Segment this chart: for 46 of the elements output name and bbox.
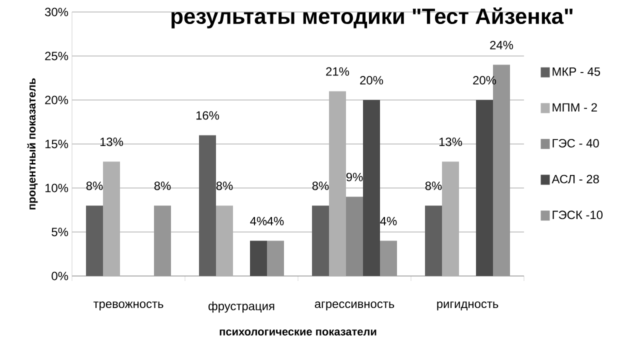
data-label: 4% [267, 216, 284, 226]
data-label: 8% [216, 182, 233, 190]
data-label: 4% [380, 216, 397, 226]
data-label: 13% [439, 138, 462, 146]
legend-label: МКР - 45 [552, 67, 600, 76]
x-axis-title: психологические показатели [220, 330, 376, 336]
bar [442, 162, 460, 276]
data-label: 8% [86, 182, 103, 190]
y-tick-label: 30% [45, 8, 68, 16]
bar [216, 206, 234, 276]
data-label: 16% [196, 111, 220, 120]
bar [199, 135, 216, 276]
bar [363, 100, 380, 276]
x-tick-label: тревожность [93, 302, 164, 310]
legend-label: ГЭС - 40 [552, 139, 599, 148]
data-label: 24% [490, 40, 514, 50]
bar [103, 162, 120, 276]
data-label: 8% [154, 182, 171, 190]
bar [312, 206, 330, 276]
bar [329, 91, 346, 276]
bar [86, 206, 103, 276]
data-label: 8% [312, 182, 329, 190]
data-label: 20% [360, 76, 384, 84]
data-label: 13% [100, 138, 124, 146]
y-tick-label: 5% [52, 228, 68, 236]
y-tick-label: 10% [45, 184, 68, 192]
x-tick-label: ригидность [437, 302, 498, 310]
y-axis-title: процентный показатель [27, 78, 38, 210]
x-tick-label: агрессивность [314, 302, 394, 310]
y-tick-label: 0% [52, 272, 68, 280]
data-label: 20% [473, 76, 496, 84]
data-label: 21% [326, 67, 350, 76]
legend-label: МПМ - 2 [552, 103, 597, 112]
bar [250, 240, 268, 276]
bar [425, 206, 442, 276]
data-label: 4% [250, 216, 267, 226]
legend-label: ГЭСК -10 [552, 210, 603, 220]
bar [476, 100, 494, 276]
y-tick-label: 20% [45, 96, 68, 104]
data-label: 8% [425, 182, 442, 190]
legend-label: АСЛ - 28 [552, 174, 599, 184]
y-tick-label: 15% [45, 140, 68, 148]
chart-title: результаты методики "Тест Айзенка" [172, 8, 572, 28]
y-tick-label: 25% [45, 52, 68, 60]
x-tick-label: фрустрация [208, 302, 274, 313]
data-label: 9% [346, 172, 363, 182]
